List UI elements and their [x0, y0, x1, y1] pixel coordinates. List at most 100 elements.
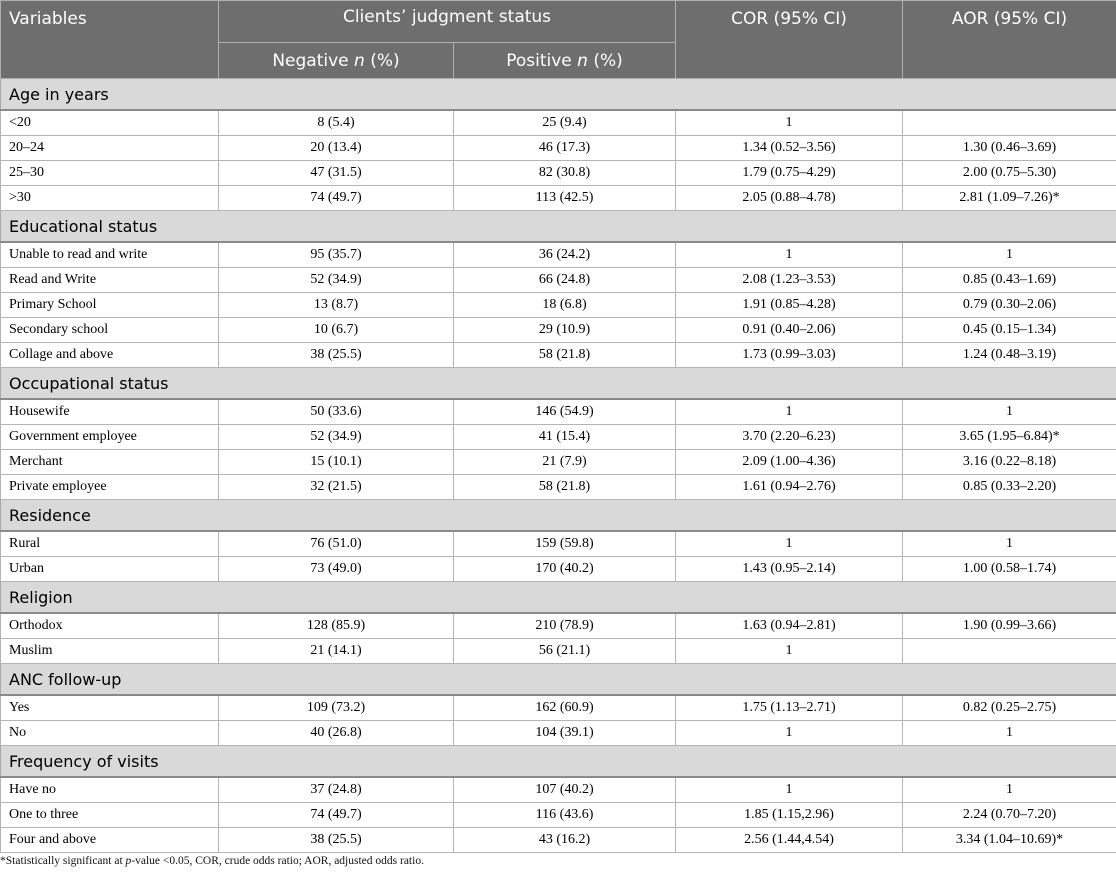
header-text: n — [577, 50, 588, 71]
data-row: Urban 73 (49.0) 170 (40.2) 1.43 (0.95–2.14)… — [0, 556, 1116, 582]
footnote-text: -value <0.05, COR, crude odds ratio; AOR… — [131, 855, 424, 867]
section-row: Occupational status — [0, 367, 1116, 400]
cell: 1.30 (0.46–3.69) — [902, 135, 1116, 161]
cell: 107 (40.2) — [453, 776, 676, 803]
data-row: Yes 109 (73.2) 162 (60.9) 1.75 (1.13–2.71) 0… — [0, 694, 1116, 721]
cell: 1 — [675, 638, 903, 664]
cell: 25 (9.4) — [453, 109, 676, 136]
row-label: Collage and above — [0, 342, 219, 368]
footnote-text: *Statistically significant at — [0, 855, 123, 867]
cell: 8 (5.4) — [218, 109, 454, 136]
cell: 52 (34.9) — [218, 267, 454, 293]
cell: 0.91 (0.40–2.06) — [675, 317, 903, 343]
row-label: Rural — [0, 530, 219, 557]
section-row: Residence — [0, 499, 1116, 532]
cell: 2.00 (0.75–5.30) — [902, 160, 1116, 186]
cell: 1.73 (0.99–3.03) — [675, 342, 903, 368]
row-label: Primary School — [0, 292, 219, 318]
data-row: Rural 76 (51.0) 159 (59.8) 1 1 — [0, 530, 1116, 557]
section-title: Educational status — [0, 210, 1116, 243]
cell: 18 (6.8) — [453, 292, 676, 318]
row-label: One to three — [0, 802, 219, 828]
cell: 1 — [902, 241, 1116, 268]
data-row: Collage and above 38 (25.5) 58 (21.8) 1.73 … — [0, 342, 1116, 368]
cell: 1 — [902, 776, 1116, 803]
row-label: >30 — [0, 185, 219, 211]
cell: 3.34 (1.04–10.69)* — [902, 827, 1116, 853]
data-row: Four and above 38 (25.5) 43 (16.2) 2.56 (1.… — [0, 827, 1116, 853]
cell: 2.56 (1.44,4.54) — [675, 827, 903, 853]
cell: 52 (34.9) — [218, 424, 454, 450]
cell: 116 (43.6) — [453, 802, 676, 828]
cell: 1 — [675, 530, 903, 557]
cell: 0.85 (0.43–1.69) — [902, 267, 1116, 293]
section-row: ANC follow-up — [0, 663, 1116, 696]
row-label: <20 — [0, 109, 219, 136]
header-cell: AOR (95% CI) — [902, 0, 1116, 79]
cell: 1.61 (0.94–2.76) — [675, 474, 903, 500]
data-row: <20 8 (5.4) 25 (9.4) 1 — [0, 109, 1116, 136]
data-row: Read and Write 52 (34.9) 66 (24.8) 2.08 (1.… — [0, 267, 1116, 293]
cell: 2.08 (1.23–3.53) — [675, 267, 903, 293]
data-row: Have no 37 (24.8) 107 (40.2) 1 1 — [0, 776, 1116, 803]
cell: 3.65 (1.95–6.84)* — [902, 424, 1116, 450]
data-row: Housewife 50 (33.6) 146 (54.9) 1 1 — [0, 398, 1116, 425]
cell: 40 (26.8) — [218, 720, 454, 746]
cell: 128 (85.9) — [218, 612, 454, 639]
cell: 1 — [675, 776, 903, 803]
section-row: Educational status — [0, 210, 1116, 243]
cell: 46 (17.3) — [453, 135, 676, 161]
cell: 10 (6.7) — [218, 317, 454, 343]
cell: 21 (14.1) — [218, 638, 454, 664]
cell: 1.90 (0.99–3.66) — [902, 612, 1116, 639]
cell: 3.70 (2.20–6.23) — [675, 424, 903, 450]
cell: 2.81 (1.09–7.26)* — [902, 185, 1116, 211]
cell: 3.16 (0.22–8.18) — [902, 449, 1116, 475]
row-label: Unable to read and write — [0, 241, 219, 268]
cell: 1.75 (1.13–2.71) — [675, 694, 903, 721]
row-label: No — [0, 720, 219, 746]
row-label: Urban — [0, 556, 219, 582]
section-row: Age in years — [0, 78, 1116, 111]
cell: 29 (10.9) — [453, 317, 676, 343]
cell: 47 (31.5) — [218, 160, 454, 186]
cell: 76 (51.0) — [218, 530, 454, 557]
cell: 2.05 (0.88–4.78) — [675, 185, 903, 211]
data-row: One to three 74 (49.7) 116 (43.6) 1.85 (1.1… — [0, 802, 1116, 828]
cell: 1 — [675, 241, 903, 268]
cell: 58 (21.8) — [453, 342, 676, 368]
cell — [902, 109, 1116, 136]
row-label: Orthodox — [0, 612, 219, 639]
cell: 13 (8.7) — [218, 292, 454, 318]
cell: 1 — [675, 720, 903, 746]
cell: 66 (24.8) — [453, 267, 676, 293]
row-label: 20–24 — [0, 135, 219, 161]
data-row: 20–24 20 (13.4) 46 (17.3) 1.34 (0.52–3.56) 1… — [0, 135, 1116, 161]
data-row: Secondary school 10 (6.7) 29 (10.9) 0.91 (0… — [0, 317, 1116, 343]
cell: 43 (16.2) — [453, 827, 676, 853]
data-row: Private employee 32 (21.5) 58 (21.8) 1.61 (… — [0, 474, 1116, 500]
row-label: Muslim — [0, 638, 219, 664]
data-row: >30 74 (49.7) 113 (42.5) 2.05 (0.88–4.78) 2.… — [0, 185, 1116, 211]
data-row: No 40 (26.8) 104 (39.1) 1 1 — [0, 720, 1116, 746]
table-body: Age in years <20 8 (5.4) 25 (9.4) 1 20–24 20 (… — [0, 78, 1116, 853]
cell: 1.34 (0.52–3.56) — [675, 135, 903, 161]
header-cell: COR (95% CI) — [675, 0, 903, 79]
cell: 109 (73.2) — [218, 694, 454, 721]
cell: 38 (25.5) — [218, 342, 454, 368]
cell: 1 — [902, 398, 1116, 425]
row-label: Yes — [0, 694, 219, 721]
results-table: Variables Clients’ judgment status COR (… — [0, 0, 1116, 853]
cell: 113 (42.5) — [453, 185, 676, 211]
cell: 1.79 (0.75–4.29) — [675, 160, 903, 186]
section-title: Religion — [0, 581, 1116, 614]
header-cell: Clients’ judgment status — [218, 0, 676, 43]
cell: 104 (39.1) — [453, 720, 676, 746]
cell: 0.82 (0.25–2.75) — [902, 694, 1116, 721]
cell: 73 (49.0) — [218, 556, 454, 582]
cell: 95 (35.7) — [218, 241, 454, 268]
row-label: Read and Write — [0, 267, 219, 293]
cell: 1 — [902, 720, 1116, 746]
row-label: Secondary school — [0, 317, 219, 343]
data-row: Orthodox 128 (85.9) 210 (78.9) 1.63 (0.94–2… — [0, 612, 1116, 639]
